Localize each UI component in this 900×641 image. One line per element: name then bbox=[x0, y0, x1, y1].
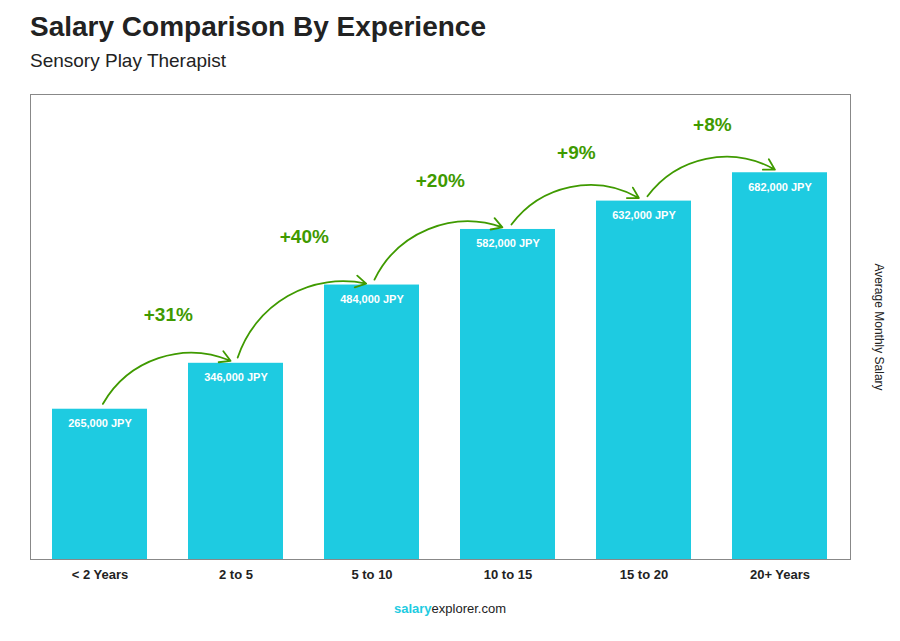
svg-text:582,000 JPY: 582,000 JPY bbox=[476, 237, 540, 249]
svg-text:5 to 10: 5 to 10 bbox=[351, 567, 392, 582]
html-text:salary explorer.com: salary explorer.com bbox=[394, 601, 506, 616]
svg-text:+40%: +40% bbox=[280, 226, 329, 247]
svg-text:+31%: +31% bbox=[144, 304, 193, 325]
svg-text:+20%: +20% bbox=[416, 170, 465, 191]
svg-text:682,000 JPY: 682,000 JPY bbox=[748, 181, 812, 193]
svg-text:+8%: +8% bbox=[693, 114, 732, 135]
svg-text:10 to 15: 10 to 15 bbox=[484, 567, 532, 582]
svg-text:2 to 5: 2 to 5 bbox=[219, 567, 253, 582]
svg-text:265,000 JPY: 265,000 JPY bbox=[68, 417, 132, 429]
svg-text:< 2 Years: < 2 Years bbox=[72, 567, 129, 582]
svg-text:15 to 20: 15 to 20 bbox=[620, 567, 668, 582]
html-text:Sensory Play Therapist: Sensory Play Therapist bbox=[30, 50, 227, 71]
svg-text:+9%: +9% bbox=[557, 142, 596, 163]
svg-text:632,000 JPY: 632,000 JPY bbox=[612, 209, 676, 221]
svg-text:20+ Years: 20+ Years bbox=[750, 567, 810, 582]
svg-text:346,000 JPY: 346,000 JPY bbox=[204, 371, 268, 383]
svg-text:484,000 JPY: 484,000 JPY bbox=[340, 293, 404, 305]
svg-text:Average Monthly Salary: Average Monthly Salary bbox=[872, 263, 886, 390]
html-text:Salary Comparison By Experienc: Salary Comparison By Experience bbox=[30, 11, 486, 42]
